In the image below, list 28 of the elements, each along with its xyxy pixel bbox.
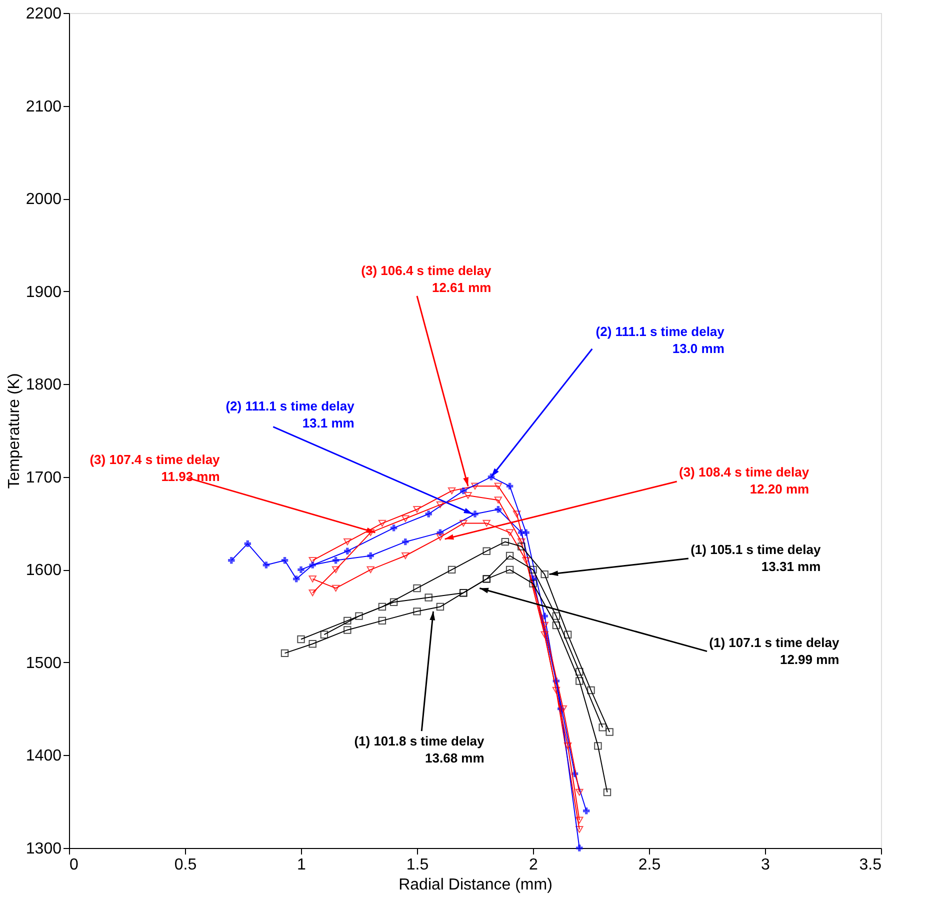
x-tick-label: 3	[761, 856, 770, 874]
x-tick-label: 3.5	[859, 856, 882, 874]
annotation: (1) 105.1 s time delay 13.31 mm	[690, 542, 822, 574]
annotation: (1) 101.8 s time delay 13.68 mm	[354, 733, 486, 766]
x-tick-label: 2.5	[638, 856, 661, 874]
x-tick-label: 1	[297, 856, 306, 874]
x-tick-label: 2	[529, 856, 538, 874]
y-axis-title: Temperature (K)	[6, 373, 23, 489]
x-tick-label: 1.5	[406, 856, 429, 874]
annotation: (1) 107.1 s time delay 12.99 mm	[709, 634, 840, 667]
y-tick-label: 2100	[26, 98, 62, 116]
x-axis-title: Radial Distance (mm)	[398, 876, 552, 894]
y-tick-label: 1900	[26, 284, 62, 301]
annotation: (3) 108.4 s time delay 12.20 mm	[679, 464, 810, 496]
x-tick-label: 0.5	[174, 856, 197, 874]
annotation: (2) 111.1 s time delay 13.1 mm	[226, 398, 356, 430]
annotation: (3) 106.4 s time delay 12.61 mm	[361, 262, 492, 295]
x-tick-label: 0	[70, 856, 78, 874]
y-tick-label: 1800	[26, 376, 62, 394]
annotation: (2) 111.1 s time delay 13.0 mm	[596, 324, 726, 356]
y-tick-label: 1600	[26, 562, 62, 580]
y-tick-label: 1700	[26, 469, 62, 486]
y-tick-label: 1400	[26, 748, 62, 765]
y-tick-label: 1500	[26, 654, 62, 672]
y-tick-label: 2000	[26, 191, 62, 208]
y-tick-label: 2200	[26, 6, 62, 22]
y-tick-label: 1300	[26, 840, 62, 858]
annotation: (3) 107.4 s time delay 11.93 mm	[90, 452, 221, 484]
